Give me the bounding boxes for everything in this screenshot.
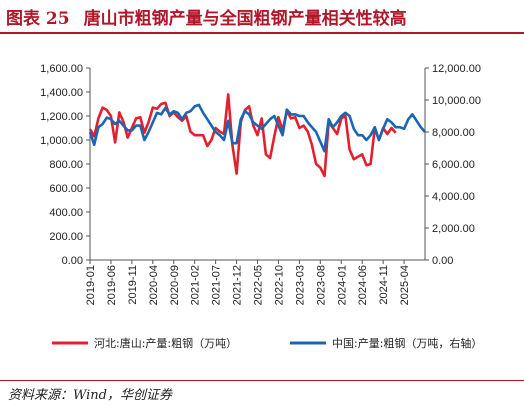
right-y-axis: 0.00 2,000.00 4,000.00 6,000.00 8,000.00 10,0… bbox=[425, 63, 481, 267]
figure-heading: 唐山市粗钢产量与全国粗钢产量相关性较高 bbox=[83, 9, 407, 29]
x-tick-label: 2022-05 bbox=[253, 265, 265, 305]
x-tick-label: 2021-02 bbox=[190, 265, 202, 305]
x-tick-label: 2023-03 bbox=[294, 265, 306, 305]
left-y-tick-label: 400.00 bbox=[49, 207, 83, 219]
right-y-tick-label: 8,000.00 bbox=[432, 127, 475, 139]
right-y-tick-label: 12,000.00 bbox=[432, 63, 481, 75]
x-tick-label: 2019-06 bbox=[106, 265, 118, 305]
x-tick-label: 2020-04 bbox=[148, 265, 160, 305]
x-tick-label: 2024-06 bbox=[357, 265, 369, 305]
source-rule bbox=[0, 380, 524, 381]
x-tick-label: 2024-01 bbox=[336, 265, 348, 305]
left-y-tick-label: 1,000.00 bbox=[40, 135, 83, 147]
right-y-tick-label: 10,000.00 bbox=[432, 95, 481, 107]
legend: 河北:唐山:产量:粗钢（万吨） 中国:产量:粗钢（万吨，右轴） bbox=[52, 336, 482, 350]
x-tick-label: 2021-12 bbox=[232, 265, 244, 305]
figure-label: 图表 25 bbox=[6, 9, 70, 29]
x-tick-label: 2023-08 bbox=[315, 265, 327, 305]
figure-title: 图表 25 唐山市粗钢产量与全国粗钢产量相关性较高 bbox=[6, 4, 518, 32]
x-tick-label: 2025-04 bbox=[399, 265, 411, 305]
x-axis: 2019-01 2019-06 2019-11 2020-04 2020-09 2021-… bbox=[85, 260, 411, 305]
left-y-tick-label: 1,400.00 bbox=[40, 87, 83, 99]
x-tick-label: 2020-09 bbox=[169, 265, 181, 305]
x-tick-label: 2022-10 bbox=[273, 265, 285, 305]
x-tick-label: 2019-01 bbox=[85, 265, 97, 305]
line-chart: 0.00 200.00 400.00 600.00 800.00 1,000.00 1,20… bbox=[40, 63, 482, 350]
left-y-tick-label: 200.00 bbox=[49, 231, 83, 243]
right-y-tick-label: 2,000.00 bbox=[432, 223, 475, 235]
series-line-1 bbox=[88, 93, 397, 178]
left-y-tick-label: 1,600.00 bbox=[40, 63, 83, 75]
x-tick-label: 2021-07 bbox=[211, 265, 223, 305]
legend-label-2: 中国:产量:粗钢（万吨，右轴） bbox=[332, 336, 482, 350]
left-y-tick-label: 600.00 bbox=[49, 183, 83, 195]
plot-area bbox=[89, 68, 426, 261]
left-y-tick-label: 0.00 bbox=[62, 255, 83, 267]
title-rule bbox=[0, 32, 524, 34]
legend-label-1: 河北:唐山:产量:粗钢（万吨） bbox=[94, 336, 237, 350]
left-y-tick-label: 1,200.00 bbox=[40, 111, 83, 123]
x-tick-label: 2024-11 bbox=[378, 265, 390, 305]
series-lines bbox=[88, 93, 426, 178]
right-y-tick-label: 0.00 bbox=[432, 255, 453, 267]
right-y-tick-label: 4,000.00 bbox=[432, 191, 475, 203]
series-line-2 bbox=[88, 103, 426, 153]
x-tick-label: 2019-11 bbox=[127, 265, 139, 305]
right-y-tick-label: 6,000.00 bbox=[432, 159, 475, 171]
source-note: 资料来源：Wind，华创证券 bbox=[8, 388, 172, 403]
left-y-axis: 0.00 200.00 400.00 600.00 800.00 1,000.00 1,20… bbox=[40, 63, 90, 267]
left-y-tick-label: 800.00 bbox=[49, 159, 83, 171]
